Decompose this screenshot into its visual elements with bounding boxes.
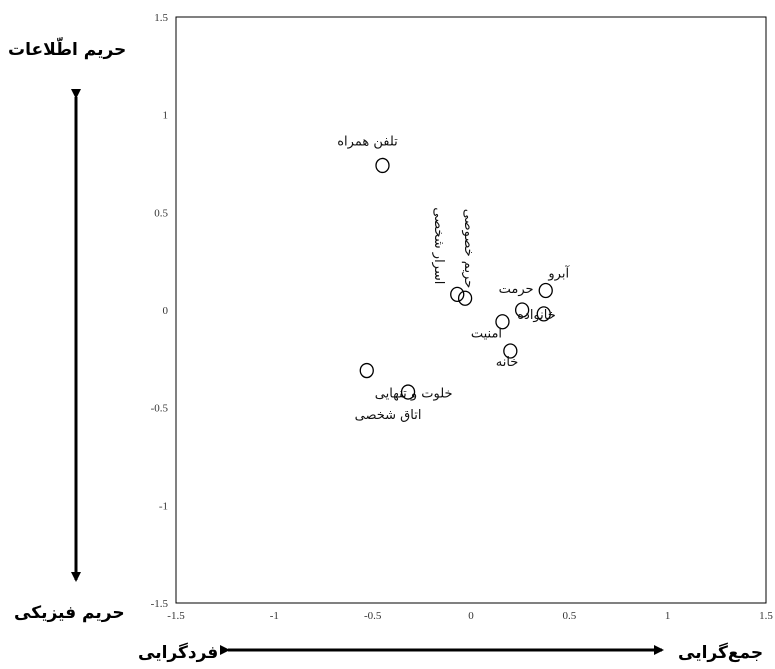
x-tick-label: 0 <box>468 610 474 622</box>
y-tick-label: -1.5 <box>151 598 169 610</box>
y-tick-label: 1.5 <box>154 12 168 24</box>
data-point-label: خانواده <box>517 308 556 323</box>
data-point <box>495 314 510 330</box>
data-points: تلفن همراه حریم خصوصی اسرار شخصی آبرو حرمت خا… <box>337 134 570 423</box>
data-point <box>514 302 530 318</box>
data-point-label: خانه <box>496 355 519 370</box>
y-axis-ticks: 1.5 1 0.5 0 -0.5 -1 -1.5 <box>151 12 169 610</box>
y-tick-label: 1 <box>163 110 169 122</box>
y-tick-label: -1 <box>159 500 168 512</box>
y-tick-label: 0 <box>163 305 169 317</box>
data-point-label: اتاق شخصی <box>355 408 422 423</box>
axis-label-right: جمع‌گرایی <box>678 643 764 663</box>
data-point-label: آبرو <box>547 264 570 281</box>
x-tick-label: 1 <box>665 610 671 622</box>
data-point-label: تلفن همراه <box>337 134 398 149</box>
data-point <box>400 384 416 400</box>
axis-label-top: حریم اطّلاعات <box>8 40 127 60</box>
axis-label-left: فردگرایی <box>138 643 219 663</box>
x-tick-label: -1.5 <box>167 610 185 622</box>
x-tick-label: -1 <box>270 610 279 622</box>
data-point <box>536 306 551 322</box>
data-point <box>359 362 374 379</box>
axis-label-bottom: حریم فیزیکی <box>14 603 125 623</box>
data-point <box>450 286 465 303</box>
data-point-label: حرمت <box>499 282 534 297</box>
y-tick-label: 0.5 <box>154 207 168 219</box>
x-tick-label: -0.5 <box>364 610 382 622</box>
x-axis-ticks: -1.5 -1 -0.5 0 0.5 1 1.5 <box>167 610 773 622</box>
data-point-label: اسرار شخصی <box>431 207 446 284</box>
data-point-label: حریم خصوصی <box>461 209 476 289</box>
data-point <box>457 290 473 306</box>
x-tick-label: 1.5 <box>759 610 773 622</box>
y-tick-label: -0.5 <box>151 403 169 415</box>
data-point-label: امنیت <box>471 327 502 342</box>
data-point <box>503 343 518 359</box>
plot-area <box>175 16 767 604</box>
x-tick-label: 0.5 <box>562 610 576 622</box>
data-point <box>538 282 553 299</box>
data-point <box>375 157 390 174</box>
